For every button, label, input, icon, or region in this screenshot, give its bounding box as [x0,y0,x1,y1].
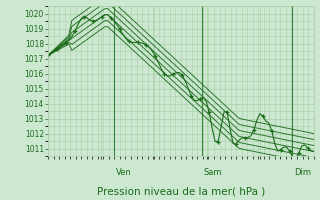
Text: Pression niveau de la mer( hPa ): Pression niveau de la mer( hPa ) [97,186,265,196]
Text: Ven: Ven [116,168,132,177]
Text: Dim: Dim [294,168,311,177]
Text: Sam: Sam [204,168,222,177]
